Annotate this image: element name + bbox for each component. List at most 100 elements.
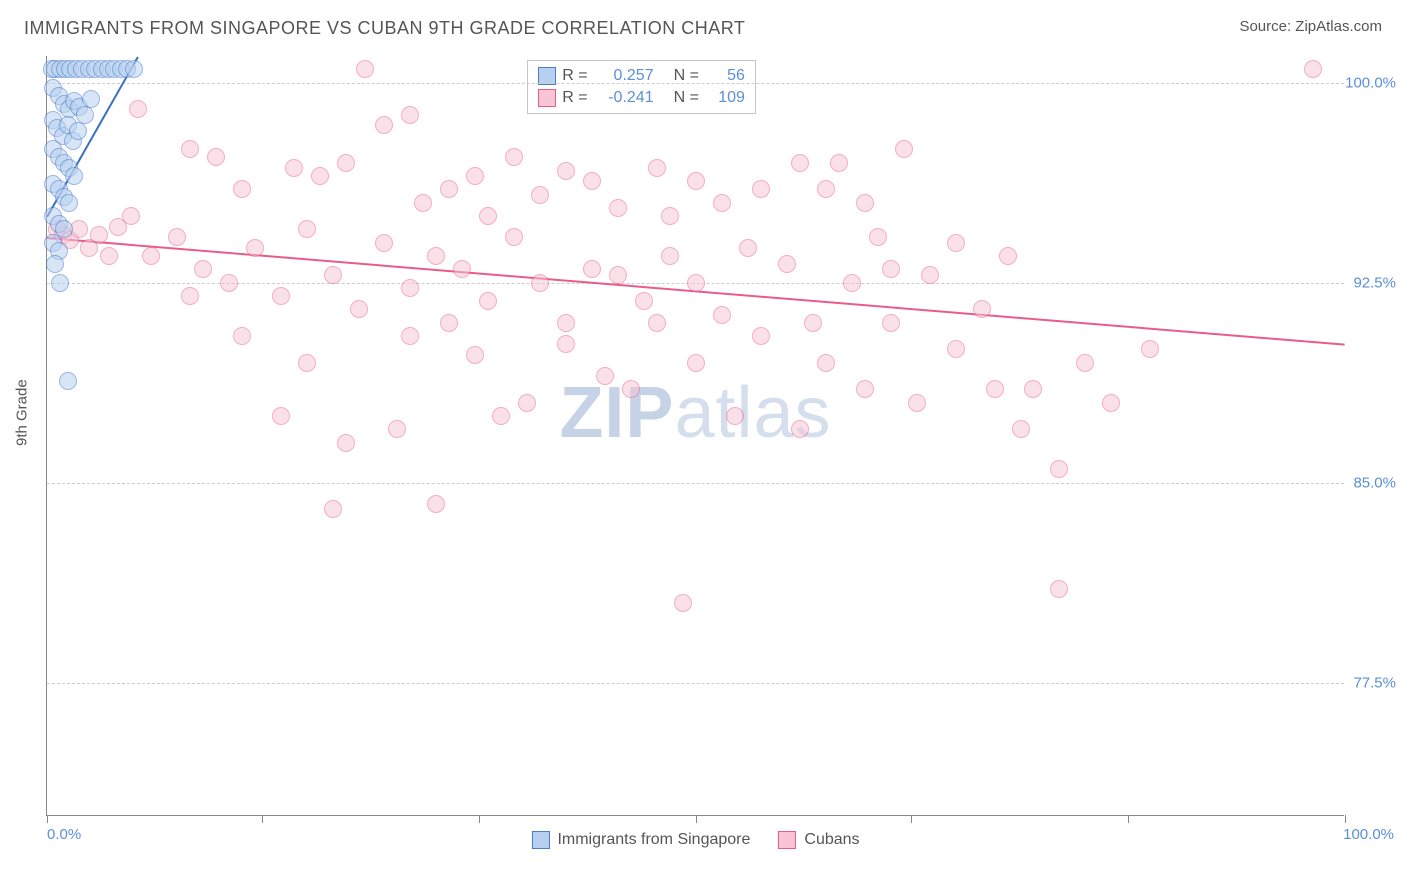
x-tick bbox=[1128, 815, 1129, 823]
legend-item-singapore: Immigrants from Singapore bbox=[531, 831, 750, 849]
data-point-singapore bbox=[82, 90, 100, 108]
data-point-cubans bbox=[337, 434, 355, 452]
data-point-cubans bbox=[337, 154, 355, 172]
data-point-cubans bbox=[531, 274, 549, 292]
data-point-cubans bbox=[804, 314, 822, 332]
gridline bbox=[47, 83, 1344, 84]
data-point-cubans bbox=[479, 207, 497, 225]
series-legend: Immigrants from Singapore Cubans bbox=[531, 831, 859, 849]
data-point-cubans bbox=[233, 327, 251, 345]
data-point-cubans bbox=[466, 167, 484, 185]
data-point-cubans bbox=[1141, 340, 1159, 358]
data-point-cubans bbox=[181, 287, 199, 305]
y-axis-label: 9th Grade bbox=[14, 379, 31, 446]
data-point-cubans bbox=[90, 226, 108, 244]
data-point-cubans bbox=[440, 314, 458, 332]
data-point-cubans bbox=[505, 148, 523, 166]
x-tick-label: 100.0% bbox=[1343, 826, 1394, 843]
data-point-cubans bbox=[1024, 380, 1042, 398]
legend-row-singapore: R =0.257N =56 bbox=[538, 65, 745, 87]
legend-row-cubans: R =-0.241N =109 bbox=[538, 87, 745, 109]
legend-label: Immigrants from Singapore bbox=[557, 831, 750, 849]
data-point-cubans bbox=[492, 407, 510, 425]
data-point-cubans bbox=[388, 420, 406, 438]
data-point-singapore bbox=[60, 194, 78, 212]
data-point-cubans bbox=[453, 260, 471, 278]
swatch-icon bbox=[778, 831, 796, 849]
data-point-cubans bbox=[856, 194, 874, 212]
data-point-cubans bbox=[882, 314, 900, 332]
data-point-cubans bbox=[739, 239, 757, 257]
data-point-cubans bbox=[414, 194, 432, 212]
data-point-cubans bbox=[583, 172, 601, 190]
swatch-icon bbox=[538, 89, 556, 107]
data-point-cubans bbox=[207, 148, 225, 166]
y-tick-label: 92.5% bbox=[1353, 274, 1396, 291]
data-point-cubans bbox=[298, 220, 316, 238]
data-point-cubans bbox=[1050, 460, 1068, 478]
data-point-cubans bbox=[752, 180, 770, 198]
data-point-cubans bbox=[778, 255, 796, 273]
data-point-cubans bbox=[596, 367, 614, 385]
data-point-cubans bbox=[921, 266, 939, 284]
x-tick bbox=[696, 815, 697, 823]
data-point-singapore bbox=[51, 274, 69, 292]
data-point-cubans bbox=[856, 380, 874, 398]
data-point-cubans bbox=[973, 300, 991, 318]
data-point-cubans bbox=[272, 287, 290, 305]
data-point-cubans bbox=[142, 247, 160, 265]
data-point-cubans bbox=[1076, 354, 1094, 372]
data-point-cubans bbox=[100, 247, 118, 265]
data-point-cubans bbox=[648, 314, 666, 332]
data-point-cubans bbox=[986, 380, 1004, 398]
data-point-cubans bbox=[882, 260, 900, 278]
data-point-cubans bbox=[168, 228, 186, 246]
data-point-cubans bbox=[181, 140, 199, 158]
data-point-cubans bbox=[1012, 420, 1030, 438]
data-point-cubans bbox=[505, 228, 523, 246]
chart-title: IMMIGRANTS FROM SINGAPORE VS CUBAN 9TH G… bbox=[24, 18, 745, 39]
data-point-cubans bbox=[272, 407, 290, 425]
data-point-cubans bbox=[246, 239, 264, 257]
data-point-cubans bbox=[661, 247, 679, 265]
data-point-cubans bbox=[635, 292, 653, 310]
data-point-cubans bbox=[791, 420, 809, 438]
data-point-cubans bbox=[674, 594, 692, 612]
data-point-cubans bbox=[375, 116, 393, 134]
data-point-cubans bbox=[609, 266, 627, 284]
gridline bbox=[47, 483, 1344, 484]
data-point-cubans bbox=[713, 306, 731, 324]
data-point-cubans bbox=[557, 314, 575, 332]
legend-item-cubans: Cubans bbox=[778, 831, 859, 849]
data-point-cubans bbox=[356, 60, 374, 78]
data-point-cubans bbox=[311, 167, 329, 185]
data-point-cubans bbox=[401, 327, 419, 345]
data-point-cubans bbox=[999, 247, 1017, 265]
swatch-icon bbox=[531, 831, 549, 849]
data-point-cubans bbox=[220, 274, 238, 292]
data-point-cubans bbox=[843, 274, 861, 292]
data-point-cubans bbox=[713, 194, 731, 212]
data-point-singapore bbox=[69, 122, 87, 140]
data-point-cubans bbox=[908, 394, 926, 412]
x-tick bbox=[47, 815, 48, 823]
data-point-cubans bbox=[895, 140, 913, 158]
y-tick-label: 77.5% bbox=[1353, 674, 1396, 691]
source-label: Source: ZipAtlas.com bbox=[1239, 18, 1382, 35]
data-point-cubans bbox=[1050, 580, 1068, 598]
data-point-cubans bbox=[687, 274, 705, 292]
x-tick-label: 0.0% bbox=[47, 826, 81, 843]
data-point-cubans bbox=[350, 300, 368, 318]
data-point-cubans bbox=[233, 180, 251, 198]
x-tick bbox=[911, 815, 912, 823]
data-point-singapore bbox=[125, 60, 143, 78]
data-point-cubans bbox=[947, 340, 965, 358]
gridline bbox=[47, 683, 1344, 684]
data-point-cubans bbox=[427, 247, 445, 265]
data-point-cubans bbox=[557, 335, 575, 353]
y-tick-label: 85.0% bbox=[1353, 474, 1396, 491]
data-point-cubans bbox=[401, 106, 419, 124]
data-point-cubans bbox=[687, 354, 705, 372]
data-point-cubans bbox=[324, 266, 342, 284]
data-point-cubans bbox=[557, 162, 575, 180]
